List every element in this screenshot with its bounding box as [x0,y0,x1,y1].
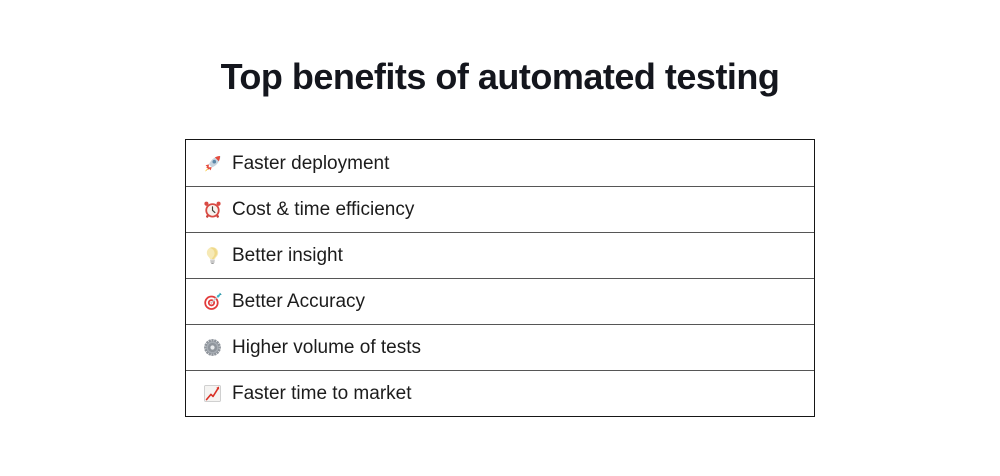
benefit-row-cost-time-efficiency: Cost & time efficiency [186,186,814,232]
benefit-label: Faster time to market [232,383,412,404]
benefit-label: Higher volume of tests [232,337,422,358]
benefit-row-better-accuracy: Better Accuracy [186,278,814,324]
chart-increasing-icon [202,383,223,404]
page-title: Top benefits of automated testing [220,56,780,97]
benefit-label: Better Accuracy [232,291,366,312]
rocket-icon [202,153,223,174]
gear-icon [202,337,223,358]
benefit-row-better-insight: Better insight [186,232,814,278]
benefit-label: Cost & time efficiency [232,199,415,220]
benefits-table: Faster deployment Cost & time efficiency [185,139,815,417]
light-bulb-icon [202,245,223,266]
benefit-row-faster-deployment: Faster deployment [186,140,814,186]
benefit-row-higher-volume-of-tests: Higher volume of tests [186,324,814,370]
benefit-row-faster-time-to-market: Faster time to market [186,370,814,416]
benefit-label: Better insight [232,245,343,266]
alarm-clock-icon [202,199,223,220]
dart-target-icon [202,291,223,312]
benefit-label: Faster deployment [232,152,390,174]
